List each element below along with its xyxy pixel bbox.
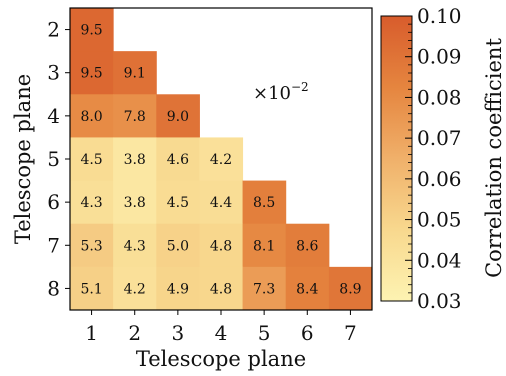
cell-value-label: 4.8 [210,238,232,254]
heatmap-cell [328,266,373,311]
colorbar-tick-label: 0.10 [417,4,462,28]
x-tick-label: 2 [128,321,141,345]
heatmap-cell [156,94,200,138]
cell-value-label: 4.3 [80,195,102,211]
x-tick-label: 6 [301,321,314,345]
y-axis-title: Telescope plane [11,74,35,244]
cell-value-label: 4.2 [210,152,232,168]
x-tick-label: 3 [171,321,184,345]
colorbar-tick-label: 0.06 [417,167,462,191]
cell-value-label: 8.6 [296,238,318,254]
heatmap-cell [156,180,200,225]
y-tick-label: 7 [47,233,60,257]
scale-annotation-base: ×10 [253,83,291,104]
cell-value-label: 9.5 [80,66,102,82]
cell-value-label: 9.0 [167,109,189,125]
cell-value-label: 4.5 [167,195,189,211]
cell-value-label: 8.5 [253,195,275,211]
heatmap-cell [113,94,157,138]
colorbar [380,15,413,302]
heatmap-cell [70,51,114,95]
cell-value-label: 5.0 [167,238,189,254]
colorbar-tick-label: 0.05 [417,208,462,232]
x-tick-label: 7 [344,321,357,345]
cell-value-label: 7.3 [253,281,275,297]
x-tick-label: 1 [85,321,98,345]
heatmap-cell [199,266,244,311]
heatmap-cell [70,8,114,52]
cell-value-label: 8.9 [339,281,361,297]
y-tick-label: 5 [47,147,60,171]
scale-annotation: ×10−2 [253,80,309,104]
heatmap-cell [156,137,200,182]
x-axis-title: Telescope plane [136,347,306,371]
heatmap-cell [285,266,330,311]
colorbar-title: Correlation coefficient [482,38,506,278]
heatmap-cell [70,266,114,311]
heatmap-cell [113,51,157,95]
heatmap-cell [113,137,157,182]
heatmap-cells [70,8,373,311]
heatmap-cell [199,223,244,268]
y-tick-label: 8 [47,276,60,300]
cell-value-labels: 9.5 9.5 9.1 8.0 7.8 9.0 4.5 3.8 4.6 4.2 4.3 3.8 4.5 4… [80,23,361,298]
x-tick-label: 4 [215,321,228,345]
scale-annotation-exponent: −2 [291,80,309,94]
cell-value-label: 3.8 [124,152,146,168]
heatmap-cell [156,266,200,311]
heatmap-cell [70,223,114,268]
cell-value-label: 8.1 [253,238,275,254]
cell-value-label: 3.8 [124,195,146,211]
cell-value-label: 7.8 [124,109,146,125]
heatmap-cell [113,266,157,311]
cell-value-label: 4.8 [210,281,232,297]
y-tick-label: 6 [47,190,60,214]
heatmap-cell [199,180,244,225]
colorbar-tick-labels: 0.10 0.09 0.08 0.07 0.06 0.05 0.04 0.03 [417,4,462,313]
cell-value-label: 9.5 [80,23,102,39]
y-tick-labels: 2 3 4 5 6 7 8 [47,18,60,301]
x-tick-labels: 1 2 3 4 5 6 7 [85,321,357,345]
heatmap-cell [199,137,244,182]
colorbar-ticks [405,15,412,302]
y-tick-label: 3 [47,61,60,85]
cell-value-label: 5.3 [80,238,102,254]
heatmap-cell [70,94,114,138]
cell-value-label: 9.1 [124,66,146,82]
heatmap-cell [113,223,157,268]
heatmap-cell [242,266,287,311]
colorbar-tick-label: 0.08 [417,85,462,109]
cell-value-label: 4.6 [167,152,189,168]
colorbar-tick-label: 0.07 [417,126,462,150]
colorbar-tick-label: 0.09 [417,45,462,69]
heatmap-cell [285,223,330,268]
colorbar-tick-label: 0.04 [417,248,462,272]
heatmap-cell [242,180,287,225]
heatmap-cell [70,137,114,182]
cell-value-label: 8.0 [80,109,102,125]
y-tick-label: 4 [47,104,60,128]
cell-value-label: 4.2 [124,281,146,297]
axis-ticks [65,29,351,315]
cell-value-label: 4.9 [167,281,189,297]
cell-value-label: 4.3 [124,238,146,254]
heatmap-cell [156,223,200,268]
y-tick-label: 2 [47,18,60,42]
colorbar-tick-label: 0.03 [417,289,462,313]
heatmap-cell [242,223,287,268]
x-tick-label: 5 [258,321,271,345]
cell-value-label: 5.1 [80,281,102,297]
heatmap-cell [113,180,157,225]
heatmap-cell [70,180,114,225]
cell-value-label: 4.5 [80,152,102,168]
cell-value-label: 4.4 [210,195,232,211]
cell-value-label: 8.4 [296,281,318,297]
